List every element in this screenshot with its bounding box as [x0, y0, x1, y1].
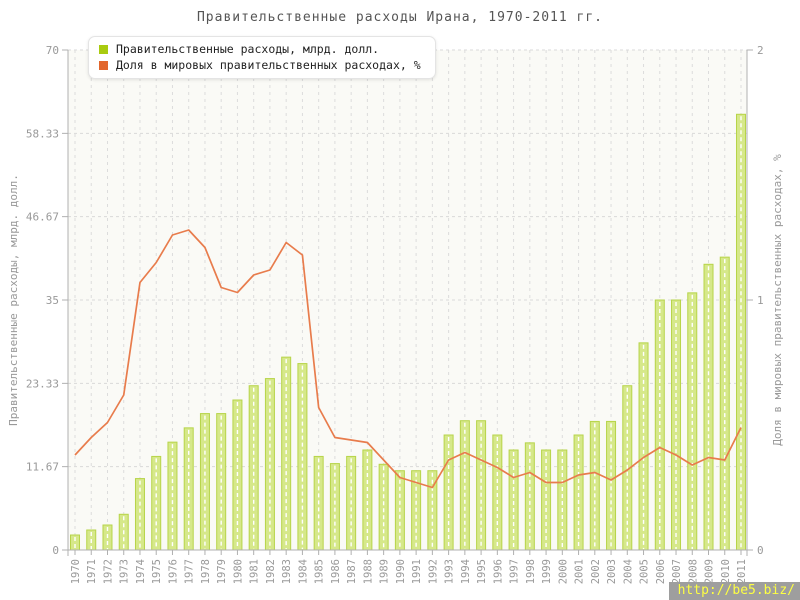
svg-text:1999: 1999 [541, 559, 553, 584]
svg-text:1975: 1975 [151, 559, 163, 584]
gridlines [68, 49, 747, 550]
svg-text:1989: 1989 [379, 559, 391, 584]
bar-center-dashes [74, 116, 742, 549]
bar-2000 [557, 449, 568, 551]
legend: Правительственные расходы, млрд. долл. До… [88, 36, 436, 79]
svg-text:0: 0 [757, 544, 764, 557]
svg-text:2010: 2010 [720, 559, 732, 584]
svg-text:1998: 1998 [525, 559, 537, 584]
svg-text:1982: 1982 [265, 559, 277, 584]
bar-1999 [541, 449, 552, 551]
svg-text:1988: 1988 [362, 559, 374, 584]
svg-text:2003: 2003 [606, 559, 618, 584]
svg-text:46.67: 46.67 [26, 211, 59, 224]
svg-text:1985: 1985 [314, 559, 326, 584]
svg-text:0: 0 [52, 544, 59, 557]
svg-text:1: 1 [757, 294, 764, 307]
legend-item-label: Правительственные расходы, млрд. долл. [116, 42, 380, 56]
legend-item-label: Доля в мировых правительственных расхода… [116, 58, 421, 72]
svg-text:2008: 2008 [687, 559, 699, 584]
svg-text:1971: 1971 [86, 559, 98, 584]
svg-text:1981: 1981 [249, 559, 261, 584]
svg-text:1978: 1978 [200, 559, 212, 584]
share-line [74, 229, 742, 489]
svg-text:2009: 2009 [704, 559, 716, 584]
svg-text:1980: 1980 [232, 559, 244, 584]
svg-text:1995: 1995 [476, 559, 488, 584]
svg-text:2004: 2004 [622, 559, 634, 584]
svg-text:1987: 1987 [346, 559, 358, 584]
legend-item-0[interactable]: Правительственные расходы, млрд. долл. [99, 42, 421, 56]
svg-text:1976: 1976 [167, 559, 179, 584]
svg-text:1986: 1986 [330, 559, 342, 584]
svg-text:2000: 2000 [557, 559, 569, 584]
svg-text:1973: 1973 [119, 559, 131, 584]
svg-text:2: 2 [757, 44, 764, 57]
svg-text:2001: 2001 [574, 559, 586, 584]
svg-text:1970: 1970 [70, 559, 82, 584]
left-axis-title: Правительственные расходы, млрд. долл. [7, 174, 20, 426]
right-axis-tick-labels: 0 1 2 [757, 44, 764, 557]
svg-text:2011: 2011 [736, 559, 748, 584]
svg-text:2002: 2002 [590, 559, 602, 584]
svg-text:1996: 1996 [492, 559, 504, 584]
svg-text:1979: 1979 [216, 559, 228, 584]
legend-swatch-icon [99, 44, 108, 54]
svg-text:2006: 2006 [655, 559, 667, 584]
bar-1997 [508, 449, 519, 551]
svg-text:23.33: 23.33 [26, 377, 59, 390]
svg-text:58.33: 58.33 [26, 127, 59, 140]
svg-text:1991: 1991 [411, 559, 423, 584]
chart-title: Правительственные расходы Ирана, 1970-20… [196, 10, 604, 25]
axes [62, 49, 753, 556]
svg-text:1994: 1994 [460, 559, 472, 584]
svg-text:1974: 1974 [135, 559, 147, 584]
svg-text:1997: 1997 [509, 559, 521, 584]
svg-text:1983: 1983 [281, 559, 293, 584]
x-axis-tick-labels: 1970 1971 1972 1973 1974 1975 1976 1977 1978 1979… [70, 559, 748, 584]
svg-text:2007: 2007 [671, 559, 683, 584]
left-axis-tick-labels: 0 11.67 23.33 35 46.67 58.33 70 [26, 44, 59, 557]
svg-text:1990: 1990 [395, 559, 407, 584]
svg-text:1992: 1992 [427, 559, 439, 584]
bar-1988 [362, 449, 373, 551]
svg-text:1984: 1984 [297, 559, 309, 584]
svg-text:1972: 1972 [102, 559, 114, 584]
legend-swatch-icon [99, 60, 108, 70]
watermark-link[interactable]: http://be5.biz/ [668, 582, 800, 600]
svg-text:1977: 1977 [184, 559, 196, 584]
svg-text:35: 35 [46, 294, 59, 307]
svg-text:11.67: 11.67 [26, 461, 59, 474]
svg-text:2005: 2005 [639, 559, 651, 584]
legend-item-1[interactable]: Доля в мировых правительственных расхода… [99, 58, 421, 72]
svg-text:1993: 1993 [444, 559, 456, 584]
right-axis-title: Доля в мировых правительственных расхода… [771, 154, 784, 446]
svg-text:70: 70 [46, 44, 59, 57]
